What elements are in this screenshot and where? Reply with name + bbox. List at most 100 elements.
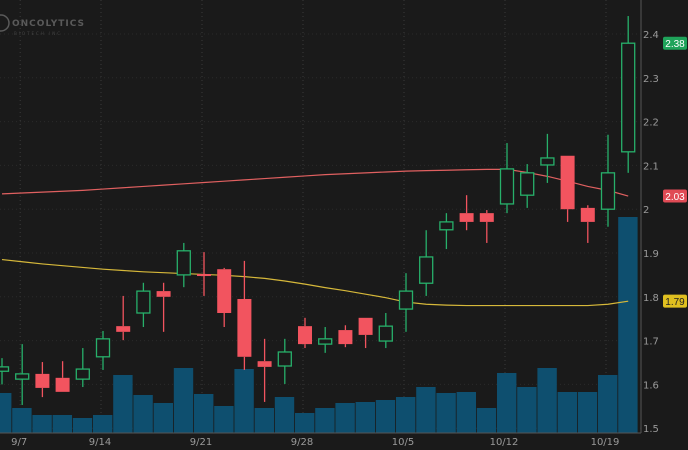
candle-body bbox=[378, 325, 393, 342]
price-tick-label: 2.2 bbox=[643, 118, 659, 129]
volume-bar bbox=[113, 375, 133, 433]
price-tick-label: 1.9 bbox=[643, 249, 659, 260]
price-tick-label: 2.1 bbox=[643, 161, 659, 172]
candle-up bbox=[600, 134, 616, 227]
candle-body bbox=[116, 326, 131, 332]
volume-bar bbox=[315, 408, 335, 433]
candle-body bbox=[419, 256, 434, 284]
candle-body bbox=[15, 373, 30, 380]
volume-bar bbox=[517, 387, 537, 433]
candle-down bbox=[237, 260, 252, 370]
volume-bar bbox=[194, 394, 214, 433]
candle-body bbox=[217, 269, 232, 314]
volume-bar bbox=[355, 402, 375, 433]
candle-up bbox=[520, 164, 535, 208]
candle-body bbox=[55, 377, 70, 392]
volume-bar bbox=[557, 392, 577, 433]
candle-body bbox=[398, 290, 414, 310]
price-label-badge: 2.38 bbox=[663, 36, 687, 50]
candle-body bbox=[499, 168, 515, 205]
volume-bar bbox=[214, 406, 234, 433]
date-tick-label: 9/28 bbox=[291, 437, 313, 448]
candle-body bbox=[0, 366, 10, 372]
volume-bar bbox=[254, 408, 274, 433]
volume-bar bbox=[173, 368, 194, 433]
moving-average-yellow-line bbox=[1, 258, 629, 307]
candle-up bbox=[540, 133, 555, 183]
volume-bar bbox=[0, 393, 12, 433]
candle-down bbox=[197, 252, 211, 296]
candle-down bbox=[35, 362, 50, 398]
candle-up bbox=[176, 242, 191, 288]
company-logo: ONCOLYTICS BIOTECH INC bbox=[0, 14, 85, 36]
price-tick-label: 2 bbox=[643, 205, 649, 216]
candle-up bbox=[95, 330, 111, 370]
date-tick-label: 9/21 bbox=[190, 437, 212, 448]
price-label-badge: 2.03 bbox=[663, 189, 687, 203]
volume-bars bbox=[0, 217, 638, 433]
volume-bar bbox=[497, 373, 517, 433]
candle-up bbox=[398, 273, 414, 332]
price-label-badge: 1.79 bbox=[663, 294, 687, 308]
candle-up bbox=[419, 230, 434, 296]
logo-name: ONCOLYTICS bbox=[12, 19, 85, 29]
volume-bar bbox=[32, 415, 52, 433]
candle-body bbox=[176, 250, 191, 276]
candle-up bbox=[499, 143, 515, 214]
candle-down bbox=[479, 210, 494, 243]
price-tick-label: 1.5 bbox=[643, 424, 659, 435]
volume-bar bbox=[375, 400, 396, 433]
price-tick-label: 1.8 bbox=[643, 293, 659, 304]
price-label-text: 1.79 bbox=[665, 297, 685, 308]
candle-body bbox=[600, 172, 616, 210]
candle-down bbox=[55, 361, 70, 392]
volume-bar bbox=[416, 387, 436, 433]
volume-bar bbox=[153, 403, 173, 433]
candle-body bbox=[257, 361, 272, 367]
candle-body bbox=[197, 274, 211, 277]
date-tick-label: 9/7 bbox=[11, 437, 27, 448]
candle-down bbox=[358, 317, 373, 349]
candle-body bbox=[358, 317, 373, 335]
price-label-text: 2.38 bbox=[665, 39, 685, 50]
candle-up bbox=[15, 344, 30, 405]
candle-down bbox=[338, 325, 353, 348]
volume-bar bbox=[436, 393, 456, 433]
candle-up bbox=[75, 348, 90, 388]
volume-bar bbox=[618, 217, 638, 433]
candle-down bbox=[156, 282, 171, 332]
candle-body bbox=[459, 213, 474, 222]
date-tick-label: 10/19 bbox=[591, 437, 620, 448]
price-tick-label: 1.7 bbox=[643, 337, 659, 348]
candle-body bbox=[479, 213, 494, 222]
candle-body bbox=[338, 330, 353, 345]
volume-bar bbox=[12, 408, 32, 433]
volume-bar bbox=[335, 403, 355, 433]
volume-bar bbox=[456, 392, 476, 433]
candle-body bbox=[95, 338, 111, 358]
candle-up bbox=[621, 16, 636, 173]
candle-body bbox=[75, 368, 90, 380]
price-tick-label: 2.3 bbox=[643, 74, 659, 85]
candle-down bbox=[116, 295, 131, 341]
time-axis[interactable]: 9/7 9/14 9/21 9/28 10/5 10/12 10/19 bbox=[11, 437, 619, 448]
price-axis[interactable]: 2.4 2.3 2.2 2.1 2 1.9 1.8 1.7 1.6 1.5 bbox=[643, 30, 659, 435]
candle-up bbox=[277, 338, 292, 384]
price-label-bg bbox=[663, 189, 687, 203]
candle-down bbox=[257, 338, 272, 402]
candle-body bbox=[156, 291, 171, 297]
price-tick-label: 1.6 bbox=[643, 380, 659, 391]
date-tick-label: 10/5 bbox=[392, 437, 414, 448]
candle-down bbox=[298, 317, 312, 349]
logo-sub: BIOTECH INC bbox=[14, 31, 62, 36]
volume-bar bbox=[93, 415, 113, 433]
volume-bar bbox=[72, 418, 93, 433]
candle-body bbox=[237, 298, 252, 357]
moving-average-red-line bbox=[1, 168, 629, 197]
candle-up bbox=[318, 327, 333, 353]
volume-bar bbox=[598, 375, 618, 433]
volume-bar bbox=[52, 415, 72, 433]
date-tick-label: 9/14 bbox=[89, 437, 111, 448]
